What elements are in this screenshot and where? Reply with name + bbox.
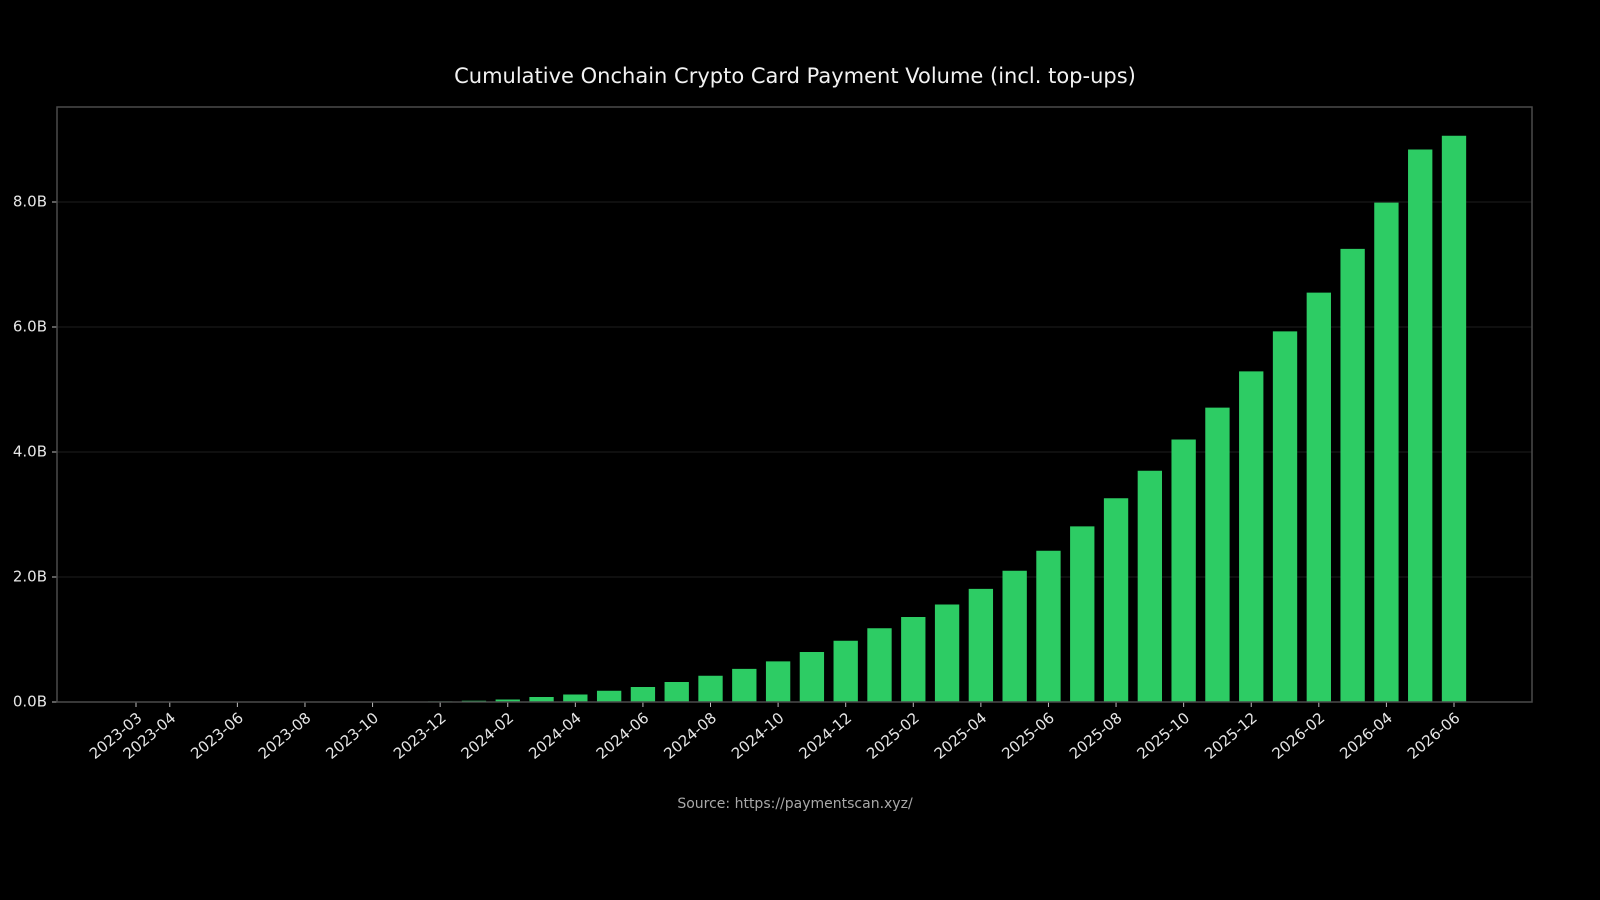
bar [529,697,554,702]
bar [1272,331,1298,702]
y-tick-label: 8.0B [13,193,47,211]
y-tick-label: 6.0B [13,318,47,336]
bar [1205,407,1230,702]
bar [1306,292,1331,702]
plot-frame [56,106,1533,703]
bar [664,682,689,702]
bar [1374,202,1399,702]
source-note: Source: https://paymentscan.xyz/ [677,796,913,812]
bar [1137,470,1163,702]
y-tick-label: 2.0B [13,568,47,586]
y-tick-label: 4.0B [13,443,47,461]
bar [1171,439,1196,702]
bar [596,690,622,702]
bar [799,652,825,702]
bar [732,668,757,702]
bar [1036,550,1061,702]
chart-title: Cumulative Onchain Crypto Card Payment V… [454,64,1136,88]
bar [698,675,723,702]
bar [765,661,791,702]
bar [901,617,926,702]
y-tick-label: 0.0B [13,693,47,711]
bar [867,628,892,702]
bar [934,604,960,702]
bar [1239,371,1264,702]
bar [563,694,588,702]
bar [1340,248,1365,702]
bar [630,687,656,702]
bar [1103,498,1129,702]
bar [1002,570,1027,702]
bar [833,640,858,702]
bar [1070,526,1095,702]
bar [1408,149,1433,702]
bar [1441,135,1467,702]
bar [495,699,520,702]
bar [968,588,994,702]
